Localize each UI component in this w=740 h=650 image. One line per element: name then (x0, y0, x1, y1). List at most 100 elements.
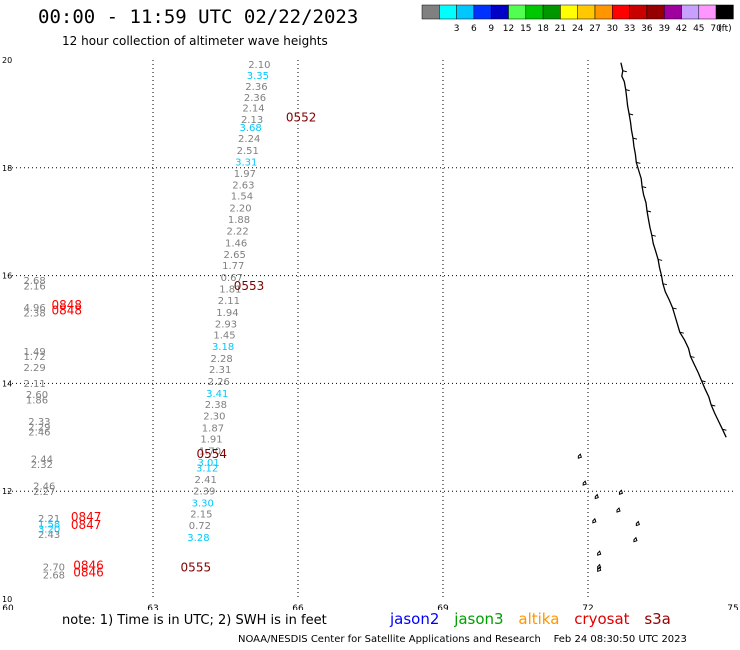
swh-value: 2.70 (43, 562, 65, 573)
swh-value: 2.15 (190, 510, 212, 521)
note-text: note: 1) Time is in UTC; 2) SWH is in fe… (62, 613, 327, 628)
swh-value: 2.43 (38, 530, 60, 541)
swh-value: 2.63 (232, 180, 254, 191)
lat-tick-label: 20 (2, 56, 12, 65)
swh-value: 1.46 (225, 238, 247, 249)
lon-tick-label: 75 (727, 604, 738, 610)
coast-detail (672, 307, 677, 310)
swh-value: 3.20 (38, 525, 60, 536)
pass-time-label: 0848 (52, 298, 83, 312)
swh-value: 2.51 (237, 146, 259, 157)
pass-time-label: 0553 (234, 279, 265, 293)
page-subtitle: 12 hour collection of altimeter wave hei… (62, 34, 328, 48)
swh-value: 3.28 (187, 533, 209, 544)
swh-value: 1.45 (213, 331, 235, 342)
island (577, 453, 582, 459)
island (635, 520, 640, 527)
coast-detail (636, 161, 641, 164)
coast-detail (651, 234, 656, 237)
swh-value: 2.24 (238, 134, 260, 145)
swh-value: 2.31 (209, 365, 231, 376)
legend-label: 3 (454, 24, 460, 34)
legend-label: 70 (710, 24, 722, 34)
mission-cryosat: cryosat (574, 610, 630, 628)
swh-value: 3.31 (235, 158, 257, 169)
swh-value: 1.58 (38, 519, 60, 530)
legend-label: 27 (589, 24, 600, 34)
swh-value: 3.18 (212, 342, 234, 353)
swh-value: 3.01 (197, 458, 219, 469)
island (616, 507, 621, 513)
swh-value: 2.13 (241, 115, 263, 126)
island (597, 563, 602, 570)
island (618, 489, 624, 495)
swh-value: 2.29 (28, 422, 50, 433)
swh-value: 3.30 (192, 498, 214, 509)
coast-detail (632, 137, 638, 140)
swh-value: 2.44 (31, 455, 53, 466)
swh-value: 2.38 (205, 400, 227, 411)
swh-value: 2.68 (23, 276, 45, 287)
lon-tick-label: 63 (147, 604, 158, 610)
swh-value: 2.60 (26, 390, 48, 401)
swh-value: 2.22 (226, 227, 248, 238)
coast-detail (722, 428, 727, 431)
coast-detail (679, 331, 684, 334)
island (594, 493, 599, 500)
swh-value: 1.97 (234, 169, 256, 180)
swh-value: 1.72 (23, 352, 45, 363)
pass-time-label: 0848 (52, 303, 83, 317)
wave-height-map[interactable]: 60 63 66 69 72 752018161412102.103.352.362.36… (0, 0, 740, 610)
coast-detail (711, 404, 716, 407)
legend-label: 12 (503, 24, 514, 34)
swh-value: 2.11 (23, 379, 45, 390)
swh-value: 3.12 (196, 463, 218, 474)
island (597, 550, 602, 556)
swh-value: 2.38 (23, 309, 45, 320)
swh-value: 2.68 (43, 571, 65, 582)
pass-time-label: 0554 (197, 447, 228, 461)
swh-value: 2.27 (33, 487, 55, 498)
legend-label: 9 (488, 24, 494, 34)
legend-label: 21 (555, 24, 566, 34)
color-legend: 3 6 9 12 15 18 21 24 27 30 33 36 39 42 45 70(ft) (421, 4, 734, 34)
coast-detail (628, 113, 634, 116)
lon-tick-label: 72 (582, 604, 593, 610)
swh-value: 2.33 (28, 417, 50, 428)
island (597, 566, 602, 573)
lat-tick-label: 12 (2, 487, 12, 496)
swh-value: 2.32 (31, 460, 53, 471)
swh-value: 2.20 (229, 203, 251, 214)
pass-time-label: 0847 (71, 510, 102, 524)
coast-detail (701, 380, 706, 383)
island (592, 517, 597, 524)
coast-detail (646, 210, 652, 213)
lon-tick-label: 69 (437, 604, 449, 610)
swh-value: 3.35 (247, 71, 269, 82)
legend-label: 18 (537, 24, 549, 34)
coast-detail (657, 258, 663, 261)
swh-value: 3.68 (240, 123, 262, 134)
legend-label: 6 (471, 24, 477, 34)
mission-s3a: s3a (644, 610, 671, 628)
swh-value: 2.10 (248, 60, 270, 71)
swh-value: 2.26 (208, 377, 230, 388)
pass-time-label: 0846 (73, 565, 104, 579)
legend-label: 30 (607, 24, 619, 34)
swh-value: 2.36 (244, 93, 266, 104)
island (582, 480, 587, 486)
mission-legend: jason2 jason3 altika cryosat s3a (390, 610, 681, 628)
footer-credit: NOAA/NESDIS Center for Satellite Applica… (238, 634, 687, 645)
swh-value: 1.91 (200, 435, 222, 446)
pass-time-label: 0555 (181, 561, 212, 575)
swh-value: 2.36 (245, 82, 267, 93)
lat-tick-label: 18 (2, 164, 12, 173)
legend-label: 33 (624, 24, 635, 34)
swh-value: 2.16 (23, 282, 45, 293)
mission-jason3: jason3 (454, 610, 504, 628)
mission-altika: altika (518, 610, 560, 628)
coast-detail (625, 89, 630, 92)
legend-label: 45 (693, 24, 704, 34)
swh-value: 1.81 (219, 284, 241, 295)
india-coastline (620, 62, 727, 438)
